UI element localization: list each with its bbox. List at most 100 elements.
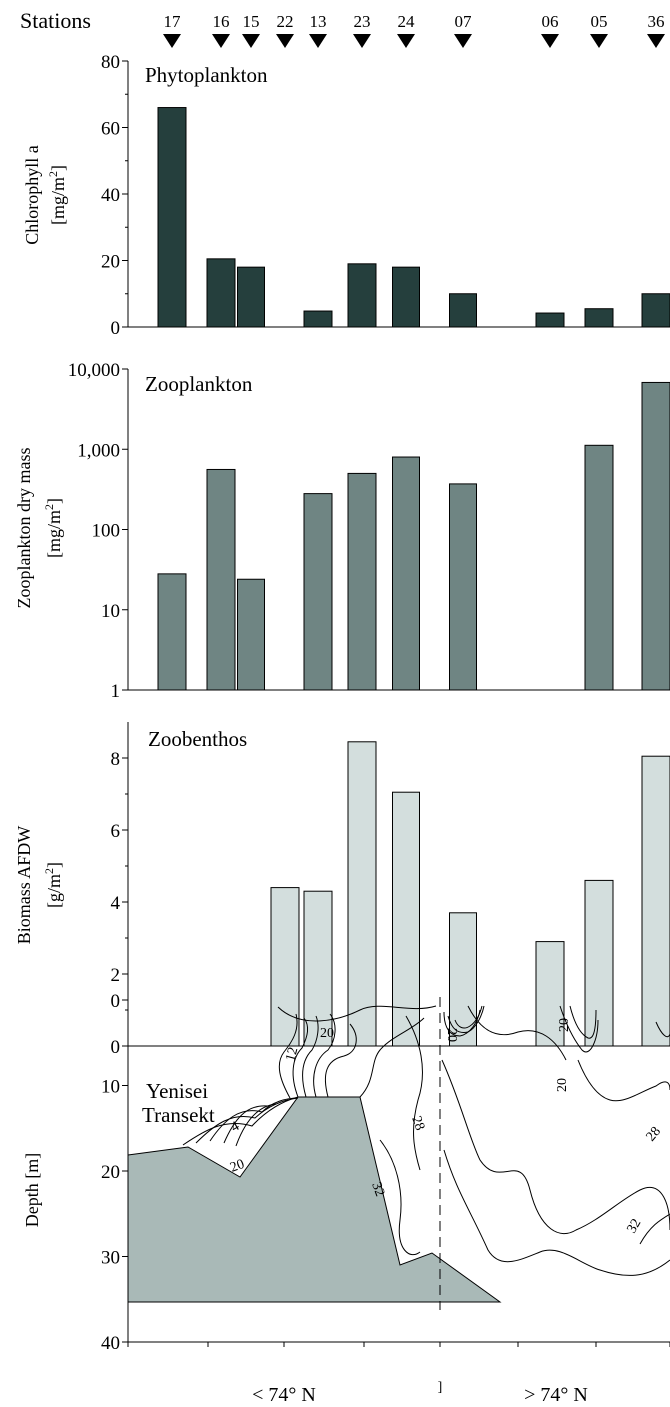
y-tick-label: 10	[101, 1077, 120, 1098]
station-marker-triangle	[212, 34, 230, 48]
region-right-label: > 74° N	[524, 1384, 588, 1406]
y-tick-label: 0	[111, 1037, 121, 1058]
bar-05	[584, 444, 614, 691]
zoobenthos-ylabel-line1: Biomass AFDW	[14, 826, 34, 945]
y-tick-label: 40	[101, 1333, 120, 1354]
bar-07	[449, 912, 477, 1047]
y-tick-label: 20	[101, 252, 120, 273]
station-marker-triangle	[276, 34, 294, 48]
contour-label: 32	[368, 1180, 387, 1198]
bar-06	[535, 941, 565, 1047]
bar-22	[270, 887, 300, 1047]
contour-label: 20	[444, 1028, 459, 1042]
station-label: 17	[164, 12, 182, 31]
divider-tick-mark: ]	[438, 1380, 443, 1395]
phytoplankton-ylabel-line1: Chlorophyll a	[22, 145, 42, 245]
station-marker-triangle	[647, 34, 665, 48]
bar-07	[449, 293, 477, 328]
seabed-profile	[127, 1096, 502, 1303]
station-label: 22	[277, 12, 294, 31]
bar-13	[303, 310, 333, 328]
station-label: 16	[213, 12, 230, 31]
station-label: 07	[455, 12, 473, 31]
station-marker-triangle	[242, 34, 260, 48]
zoobenthos-title: Zoobenthos	[148, 727, 247, 751]
zooplankton-title: Zooplankton	[145, 372, 253, 396]
transect-panel: 4 12 20 20 28 32 20 20 20 28 32 Yenisei …	[22, 991, 670, 1406]
stations-label: Stations	[20, 8, 91, 33]
phytoplankton-panel: Phytoplankton Chlorophyll a [mg/m2] 0 20 4…	[22, 52, 670, 339]
station-marker-triangle	[309, 34, 327, 48]
bar-16	[206, 468, 236, 691]
bar-24	[392, 456, 420, 691]
station-markers: 17 16 15 22 13 23 24 07 06 05 36	[163, 12, 665, 48]
bar-05	[584, 308, 614, 328]
y-tick-label: 8	[111, 749, 121, 770]
transect-ylabel: Depth [m]	[22, 1153, 42, 1227]
station-label: 15	[243, 12, 260, 31]
bar-36	[641, 293, 670, 328]
contour-label: 28	[644, 1124, 664, 1144]
contour-label: 28	[408, 1114, 427, 1132]
zooplankton-ylabel-line1: Zooplankton dry mass	[14, 448, 34, 609]
bar-07	[449, 483, 477, 691]
bar-06	[535, 312, 565, 328]
phytoplankton-ylabel-line2: [mg/m2]	[46, 165, 68, 225]
bar-23	[347, 472, 377, 691]
contour-label: 20	[228, 1157, 246, 1176]
y-tick-label: 1,000	[77, 440, 120, 461]
y-tick-label: 4	[111, 893, 121, 914]
zoobenthos-ylabel-line2: [g/m2]	[42, 862, 64, 908]
bar-16	[206, 258, 236, 328]
y-tick-label: 10	[101, 601, 120, 622]
station-marker-triangle	[353, 34, 371, 48]
station-marker-triangle	[397, 34, 415, 48]
station-label: 05	[591, 12, 608, 31]
bar-05	[584, 879, 614, 1047]
station-label: 23	[354, 12, 371, 31]
bar-15	[237, 578, 265, 691]
station-marker-triangle	[454, 34, 472, 48]
contour-label: 20	[555, 1078, 570, 1092]
contour-label: 4	[229, 1119, 243, 1135]
transect-title-line2: Transekt	[142, 1103, 215, 1127]
zooplankton-ylabel-line2: [mg/m2]	[42, 498, 64, 558]
contour-label: 32	[624, 1216, 644, 1236]
bar-36	[641, 381, 670, 691]
bar-23	[347, 741, 377, 1047]
bar-17	[157, 107, 187, 328]
region-left-label: < 74° N	[252, 1384, 316, 1406]
transect-title-line1: Yenisei	[146, 1079, 208, 1103]
bar-36	[641, 755, 670, 1047]
bar-17	[157, 573, 187, 691]
station-label: 36	[648, 12, 665, 31]
bar-23	[347, 263, 377, 328]
bar-24	[392, 266, 420, 328]
y-tick-label: 0	[111, 318, 121, 339]
y-tick-label: 30	[101, 1248, 120, 1269]
y-tick-label: 40	[101, 185, 120, 206]
bar-24	[392, 791, 420, 1047]
zooplankton-panel: Zooplankton Zooplankton dry mass [mg/m2]…	[14, 360, 670, 702]
contour-label: 20	[320, 1026, 334, 1041]
y-tick-label: 80	[101, 52, 120, 73]
y-tick-label: 0	[111, 991, 121, 1012]
y-tick-label: 20	[101, 1162, 120, 1183]
station-marker-triangle	[541, 34, 559, 48]
station-label: 24	[398, 12, 416, 31]
y-tick-label: 6	[111, 821, 121, 842]
contour-label: 20	[557, 1018, 572, 1032]
bar-13	[303, 493, 333, 691]
y-tick-label: 60	[101, 119, 120, 140]
y-tick-label: 1	[111, 681, 121, 702]
station-label: 13	[310, 12, 327, 31]
station-marker-triangle	[590, 34, 608, 48]
bar-15	[237, 266, 265, 328]
y-tick-label: 10,000	[68, 360, 120, 381]
contour-label: 12	[283, 1046, 301, 1063]
contour-lines	[182, 1005, 670, 1276]
station-label: 06	[542, 12, 559, 31]
y-tick-label: 100	[92, 521, 121, 542]
phytoplankton-title: Phytoplankton	[145, 63, 268, 87]
